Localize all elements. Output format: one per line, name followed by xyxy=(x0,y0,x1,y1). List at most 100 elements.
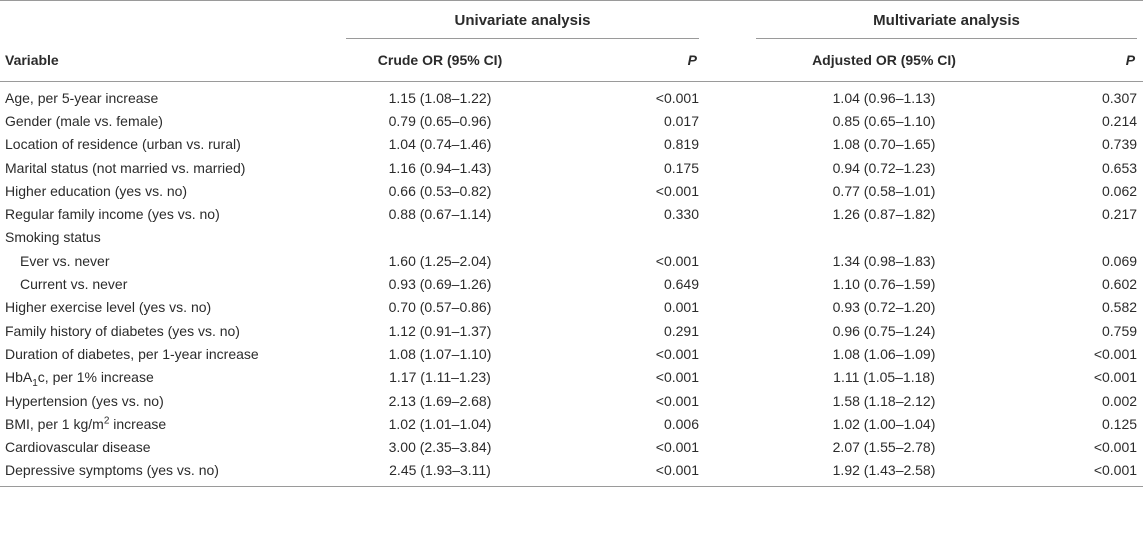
multivariate-p-cell xyxy=(1018,226,1143,249)
univariate-p-column-header: P xyxy=(540,39,706,82)
table-row: Depressive symptoms (yes vs. no) 2.45 (1.… xyxy=(0,458,1143,488)
adjusted-or-cell: 0.93 (0.72–1.20) xyxy=(832,299,936,316)
adjusted-or-cell: 1.26 (0.87–1.82) xyxy=(832,206,936,223)
crude-or-cell: 3.00 (2.35–3.84) xyxy=(388,439,492,456)
variable-cell: BMI, per 1 kg/m2 increase xyxy=(0,412,340,435)
adjusted-or-cell: 0.77 (0.58–1.01) xyxy=(832,182,936,199)
univariate-p-label: P xyxy=(687,52,698,68)
adjusted-or-cell: 1.58 (1.18–2.12) xyxy=(832,392,936,409)
variable-superscript: 2 xyxy=(103,415,110,427)
adjusted-or-cell: 1.10 (0.76–1.59) xyxy=(832,276,936,293)
multivariate-p-cell: 0.759 xyxy=(1101,322,1138,339)
table-row: Higher exercise level (yes vs. no) 0.70 (… xyxy=(0,296,1143,319)
crude-or-cell: 1.12 (0.91–1.37) xyxy=(388,322,492,339)
adjusted-or-cell: 1.11 (1.05–1.18) xyxy=(833,369,935,386)
gap-cell xyxy=(705,202,750,225)
gap-cell xyxy=(705,458,751,488)
variable-cell: Higher exercise level (yes vs. no) xyxy=(5,299,212,316)
column-header-row: Variable Crude OR (95% CI) P Adjusted OR… xyxy=(0,39,1143,82)
adjusted-or-cell: 1.04 (0.96–1.13) xyxy=(832,89,936,106)
multivariate-p-label: P xyxy=(1125,52,1136,68)
table-row: Regular family income (yes vs. no) 0.88 (… xyxy=(0,202,1143,225)
crude-or-cell: 0.66 (0.53–0.82) xyxy=(388,182,492,199)
multivariate-p-cell: 0.582 xyxy=(1101,299,1138,316)
gap-cell xyxy=(705,133,750,156)
variable-cell: Family history of diabetes (yes vs. no) xyxy=(5,322,240,339)
variable-text-suffix: c, per 1% increase xyxy=(37,369,154,386)
variable-subscript: 1 xyxy=(32,378,38,389)
variable-cell: Regular family income (yes vs. no) xyxy=(5,206,220,223)
crude-or-cell: 0.88 (0.67–1.14) xyxy=(388,206,492,223)
group-header-gap xyxy=(705,0,751,39)
multivariate-p-cell: 0.214 xyxy=(1101,112,1138,129)
univariate-p-cell: <0.001 xyxy=(655,89,700,106)
crude-or-cell: 2.13 (1.69–2.68) xyxy=(388,392,492,409)
adjusted-or-cell: 1.02 (1.00–1.04) xyxy=(832,415,936,432)
adjusted-or-cell: 2.07 (1.55–2.78) xyxy=(832,439,936,456)
univariate-p-cell: 0.330 xyxy=(663,206,700,223)
gap-cell xyxy=(705,389,750,412)
table-row: Location of residence (urban vs. rural) 1… xyxy=(0,133,1143,156)
univariate-p-cell: 0.017 xyxy=(663,112,700,129)
univariate-p-cell: <0.001 xyxy=(655,392,700,409)
multivariate-group-header: Multivariate analysis xyxy=(750,0,1143,40)
variable-text-suffix: increase xyxy=(109,415,167,432)
univariate-p-cell: <0.001 xyxy=(540,458,706,488)
adjusted-or-cell: 0.94 (0.72–1.23) xyxy=(832,159,936,176)
gap-cell xyxy=(705,272,750,295)
multivariate-p-cell: 0.307 xyxy=(1101,89,1138,106)
table-row: Duration of diabetes, per 1-year increas… xyxy=(0,342,1143,365)
multivariate-p-cell: <0.001 xyxy=(1018,458,1143,488)
variable-cell: Current vs. never xyxy=(20,276,128,293)
univariate-p-cell: <0.001 xyxy=(655,345,700,362)
gap-cell xyxy=(705,109,750,132)
gap-cell xyxy=(705,319,750,342)
univariate-p-cell xyxy=(540,226,705,249)
crude-or-cell: 0.93 (0.69–1.26) xyxy=(388,276,492,293)
crude-or-cell: 1.15 (1.08–1.22) xyxy=(388,89,492,106)
table-row: Higher education (yes vs. no) 0.66 (0.53–… xyxy=(0,179,1143,202)
univariate-p-cell: 0.175 xyxy=(663,159,700,176)
variable-cell: Higher education (yes vs. no) xyxy=(5,182,188,199)
group-header-row: Univariate analysis Multivariate analysi… xyxy=(0,0,1143,40)
multivariate-p-cell: 0.002 xyxy=(1101,392,1138,409)
univariate-p-cell: 0.001 xyxy=(663,299,700,316)
variable-cell: Duration of diabetes, per 1-year increas… xyxy=(5,345,259,362)
variable-text: HbA xyxy=(5,369,33,386)
column-header-gap xyxy=(705,39,751,82)
univariate-p-cell: <0.001 xyxy=(655,439,700,456)
variable-cell: Location of residence (urban vs. rural) xyxy=(5,136,241,153)
multivariate-p-cell: 0.069 xyxy=(1101,252,1138,269)
table-row: Gender (male vs. female) 0.79 (0.65–0.96)… xyxy=(0,109,1143,132)
multivariate-p-column-header: P xyxy=(1018,39,1143,82)
crude-or-cell: 0.70 (0.57–0.86) xyxy=(388,299,492,316)
table-row: Ever vs. never 1.60 (1.25–2.04) <0.001 1.34… xyxy=(0,249,1143,272)
gap-cell xyxy=(705,296,750,319)
multivariate-p-cell: 0.653 xyxy=(1101,159,1138,176)
univariate-p-cell: 0.291 xyxy=(663,322,700,339)
adjusted-or-cell: 1.08 (0.70–1.65) xyxy=(832,136,936,153)
variable-cell: Ever vs. never xyxy=(20,252,110,269)
gap-cell xyxy=(705,156,750,179)
crude-or-column-header: Crude OR (95% CI) xyxy=(340,39,540,82)
adjusted-or-cell xyxy=(750,226,1018,249)
multivariate-p-cell: 0.062 xyxy=(1101,182,1138,199)
crude-or-cell: 1.08 (1.07–1.10) xyxy=(388,345,492,362)
adjusted-or-cell: 1.08 (1.06–1.09) xyxy=(832,345,936,362)
crude-or-cell: 1.02 (1.01–1.04) xyxy=(388,415,492,432)
table-row: HbA1c, per 1% increase 1.17 (1.11–1.23) <0… xyxy=(0,366,1143,389)
multivariate-p-cell: 0.602 xyxy=(1101,276,1138,293)
univariate-p-cell: 0.819 xyxy=(663,136,700,153)
table-row: Marital status (not married vs. married)… xyxy=(0,156,1143,179)
multivariate-p-cell: <0.001 xyxy=(1093,369,1138,386)
gap-cell xyxy=(705,249,750,272)
results-table: Univariate analysis Multivariate analysi… xyxy=(0,0,1143,488)
crude-or-cell: 1.16 (0.94–1.43) xyxy=(388,159,492,176)
variable-cell: Smoking status xyxy=(5,229,101,246)
univariate-p-cell: 0.649 xyxy=(663,276,700,293)
table-row: Hypertension (yes vs. no) 2.13 (1.69–2.68… xyxy=(0,389,1143,412)
univariate-p-cell: <0.001 xyxy=(655,369,700,386)
crude-or-cell: 1.17 (1.11–1.23) xyxy=(389,369,491,386)
gap-cell xyxy=(705,342,750,365)
